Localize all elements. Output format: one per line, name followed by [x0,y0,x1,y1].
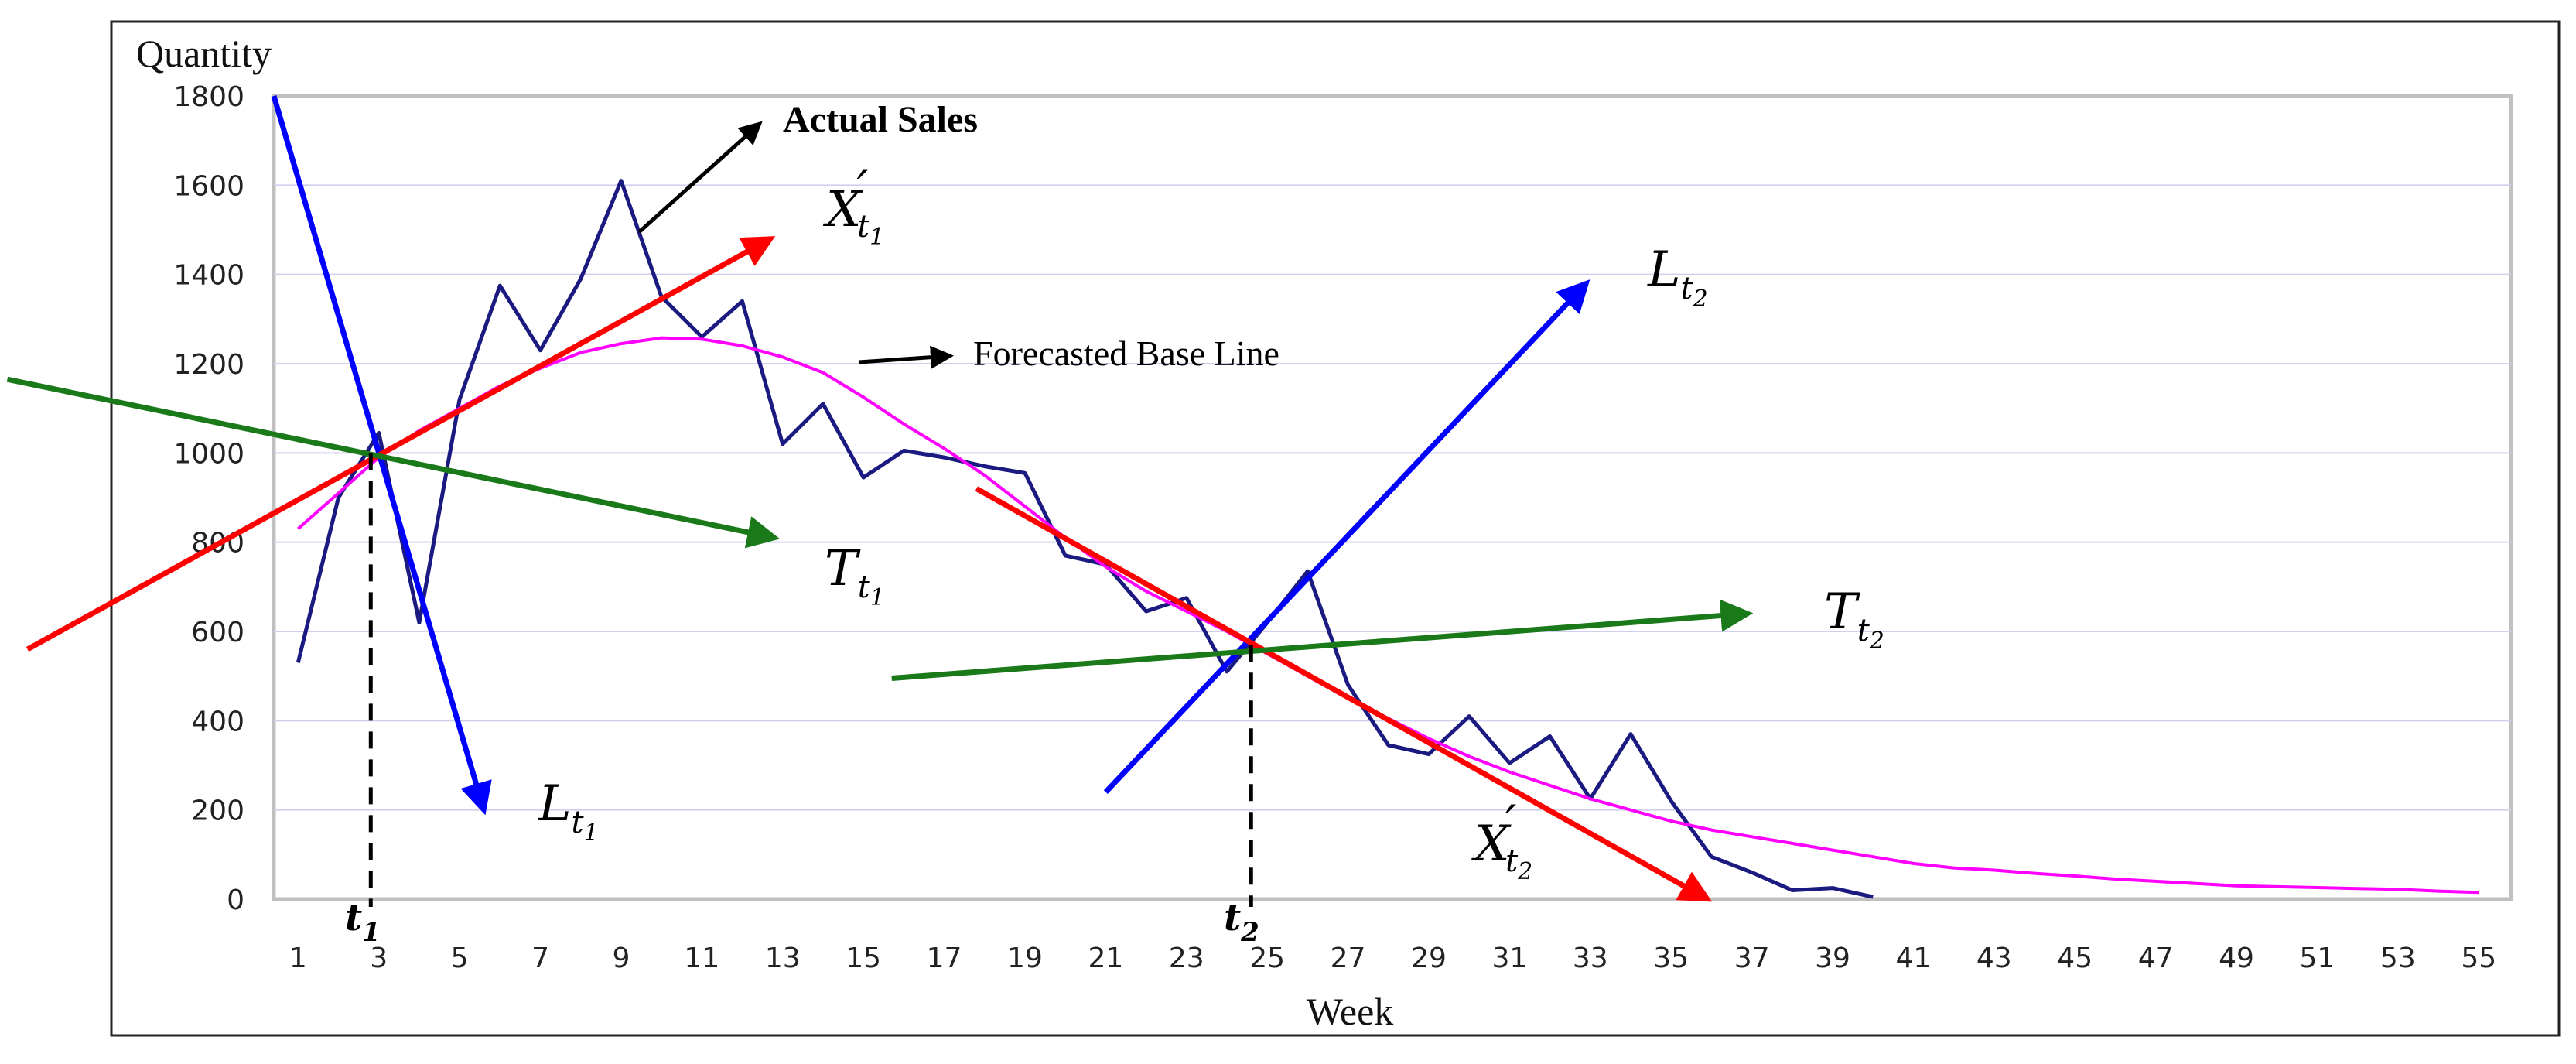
y-tick-label: 1000 [173,438,244,470]
x-tick-label: 21 [1088,943,1123,974]
arrow-t-t2 [891,599,1754,682]
l-t1-main: L [538,775,572,833]
arrow-x-t1-prime [26,236,776,652]
marker-layer [368,453,1253,907]
y-tick-label: 1400 [173,260,244,292]
arrow-x-t2-prime [975,486,1713,902]
l-t2-main: L [1647,241,1681,299]
x-tick-label: 35 [1653,943,1689,974]
l-t1-label: Lt1 [538,775,599,847]
x-tick-label: 53 [2380,943,2416,974]
y-tick-label: 0 [227,884,244,916]
l-t1-sub: t [572,805,585,840]
x-tick-label: 1 [289,943,307,974]
x-t1-prime-label: X′ t1 [822,161,884,251]
l-t2-sub: t [1681,271,1694,306]
y-tick-label: 600 [191,617,244,648]
l-t1-subsub: 1 [584,819,599,847]
x-t2-sub: t [1505,843,1519,879]
x-t1-main: X [822,181,863,238]
t-t2-label: Tt2 [1824,583,1884,655]
x-tick-label: 37 [1734,943,1770,974]
x-tick-label: 3 [370,943,388,974]
t2-axis-label: t2 [1224,896,1259,948]
y-tick-label: 1600 [173,170,244,202]
y-tick-label: 1800 [173,81,244,113]
forecasted-base-line-label: Forecasted Base Line [973,334,1279,373]
x-tick-label: 51 [2300,943,2335,974]
t-t2-sub: t [1857,613,1871,648]
x-tick-label: 33 [1573,943,1608,974]
x-t1-prime-mark: ′ [857,161,869,218]
forecast-callout-arrow [858,345,954,369]
series-layer [296,179,2479,899]
x-axis-ticks: 1 3 5 7 9 11 13 15 17 19 21 23 25 27 29 31 33 35 37 39 41 43 4… [289,943,2496,974]
t-t2-main: T [1824,583,1860,641]
t-t1-subsub: 1 [870,584,885,611]
arrow-l-t2 [1103,279,1590,795]
x-tick-label: 13 [765,943,801,974]
x-tick-label: 11 [684,943,719,974]
l-t2-label: Lt2 [1647,241,1708,313]
t-t1-label: Tt1 [825,540,885,611]
x-tick-label: 27 [1331,943,1366,974]
t-t2-subsub: 2 [1869,628,1884,655]
x-t1-sub: t [857,209,870,245]
t-t1-sub: t [858,570,871,605]
y-axis-ticks: 020040060080010001200140016001800 [173,81,244,916]
y-tick-label: 1200 [173,349,244,381]
x-t2-prime-label: X′ t2 [1471,795,1532,885]
outer-frame [110,20,2561,1037]
x-tick-label: 45 [2057,943,2093,974]
x-tick-label: 55 [2461,943,2496,974]
arrow-t-t1 [6,376,781,549]
x-tick-label: 23 [1169,943,1204,974]
x-tick-label: 25 [1249,943,1285,974]
x-t2-prime-mark: ′ [1505,795,1517,853]
y-tick-label: 200 [191,795,244,827]
x-tick-label: 47 [2138,943,2174,974]
x-t2-main: X [1471,816,1512,873]
t2-main: t [1224,896,1241,939]
x-tick-label: 43 [1976,943,2012,974]
x-t2-subsub: 2 [1517,858,1532,885]
t1-sub: 1 [362,917,381,948]
actual-sales-callout-arrow [637,121,763,234]
arrow-layer [6,95,1754,902]
y-axis-title: Quantity [136,32,272,75]
x-tick-label: 29 [1411,943,1447,974]
x-tick-label: 7 [531,943,549,974]
x-tick-label: 15 [846,943,881,974]
t1-axis-label: t1 [345,896,381,948]
t2-sub: 2 [1240,917,1259,948]
x-axis-title: Week [1307,990,1394,1033]
x-tick-label: 17 [927,943,962,974]
x-tick-label: 39 [1815,943,1850,974]
actual-sales-label: Actual Sales [783,99,978,140]
l-t2-subsub: 2 [1693,286,1708,313]
plot-area [272,94,2513,901]
t-t1-main: T [825,540,861,597]
x-tick-label: 9 [612,943,630,974]
actual-sales-line [296,179,1874,899]
t1-main: t [345,896,362,939]
x-tick-label: 41 [1896,943,1932,974]
x-tick-label: 5 [451,943,469,974]
grid-layer [274,184,2511,811]
x-tick-label: 31 [1491,943,1527,974]
x-tick-label: 49 [2219,943,2254,974]
x-t1-subsub: 1 [869,224,884,251]
x-tick-label: 19 [1007,943,1043,974]
y-tick-label: 400 [191,706,244,737]
